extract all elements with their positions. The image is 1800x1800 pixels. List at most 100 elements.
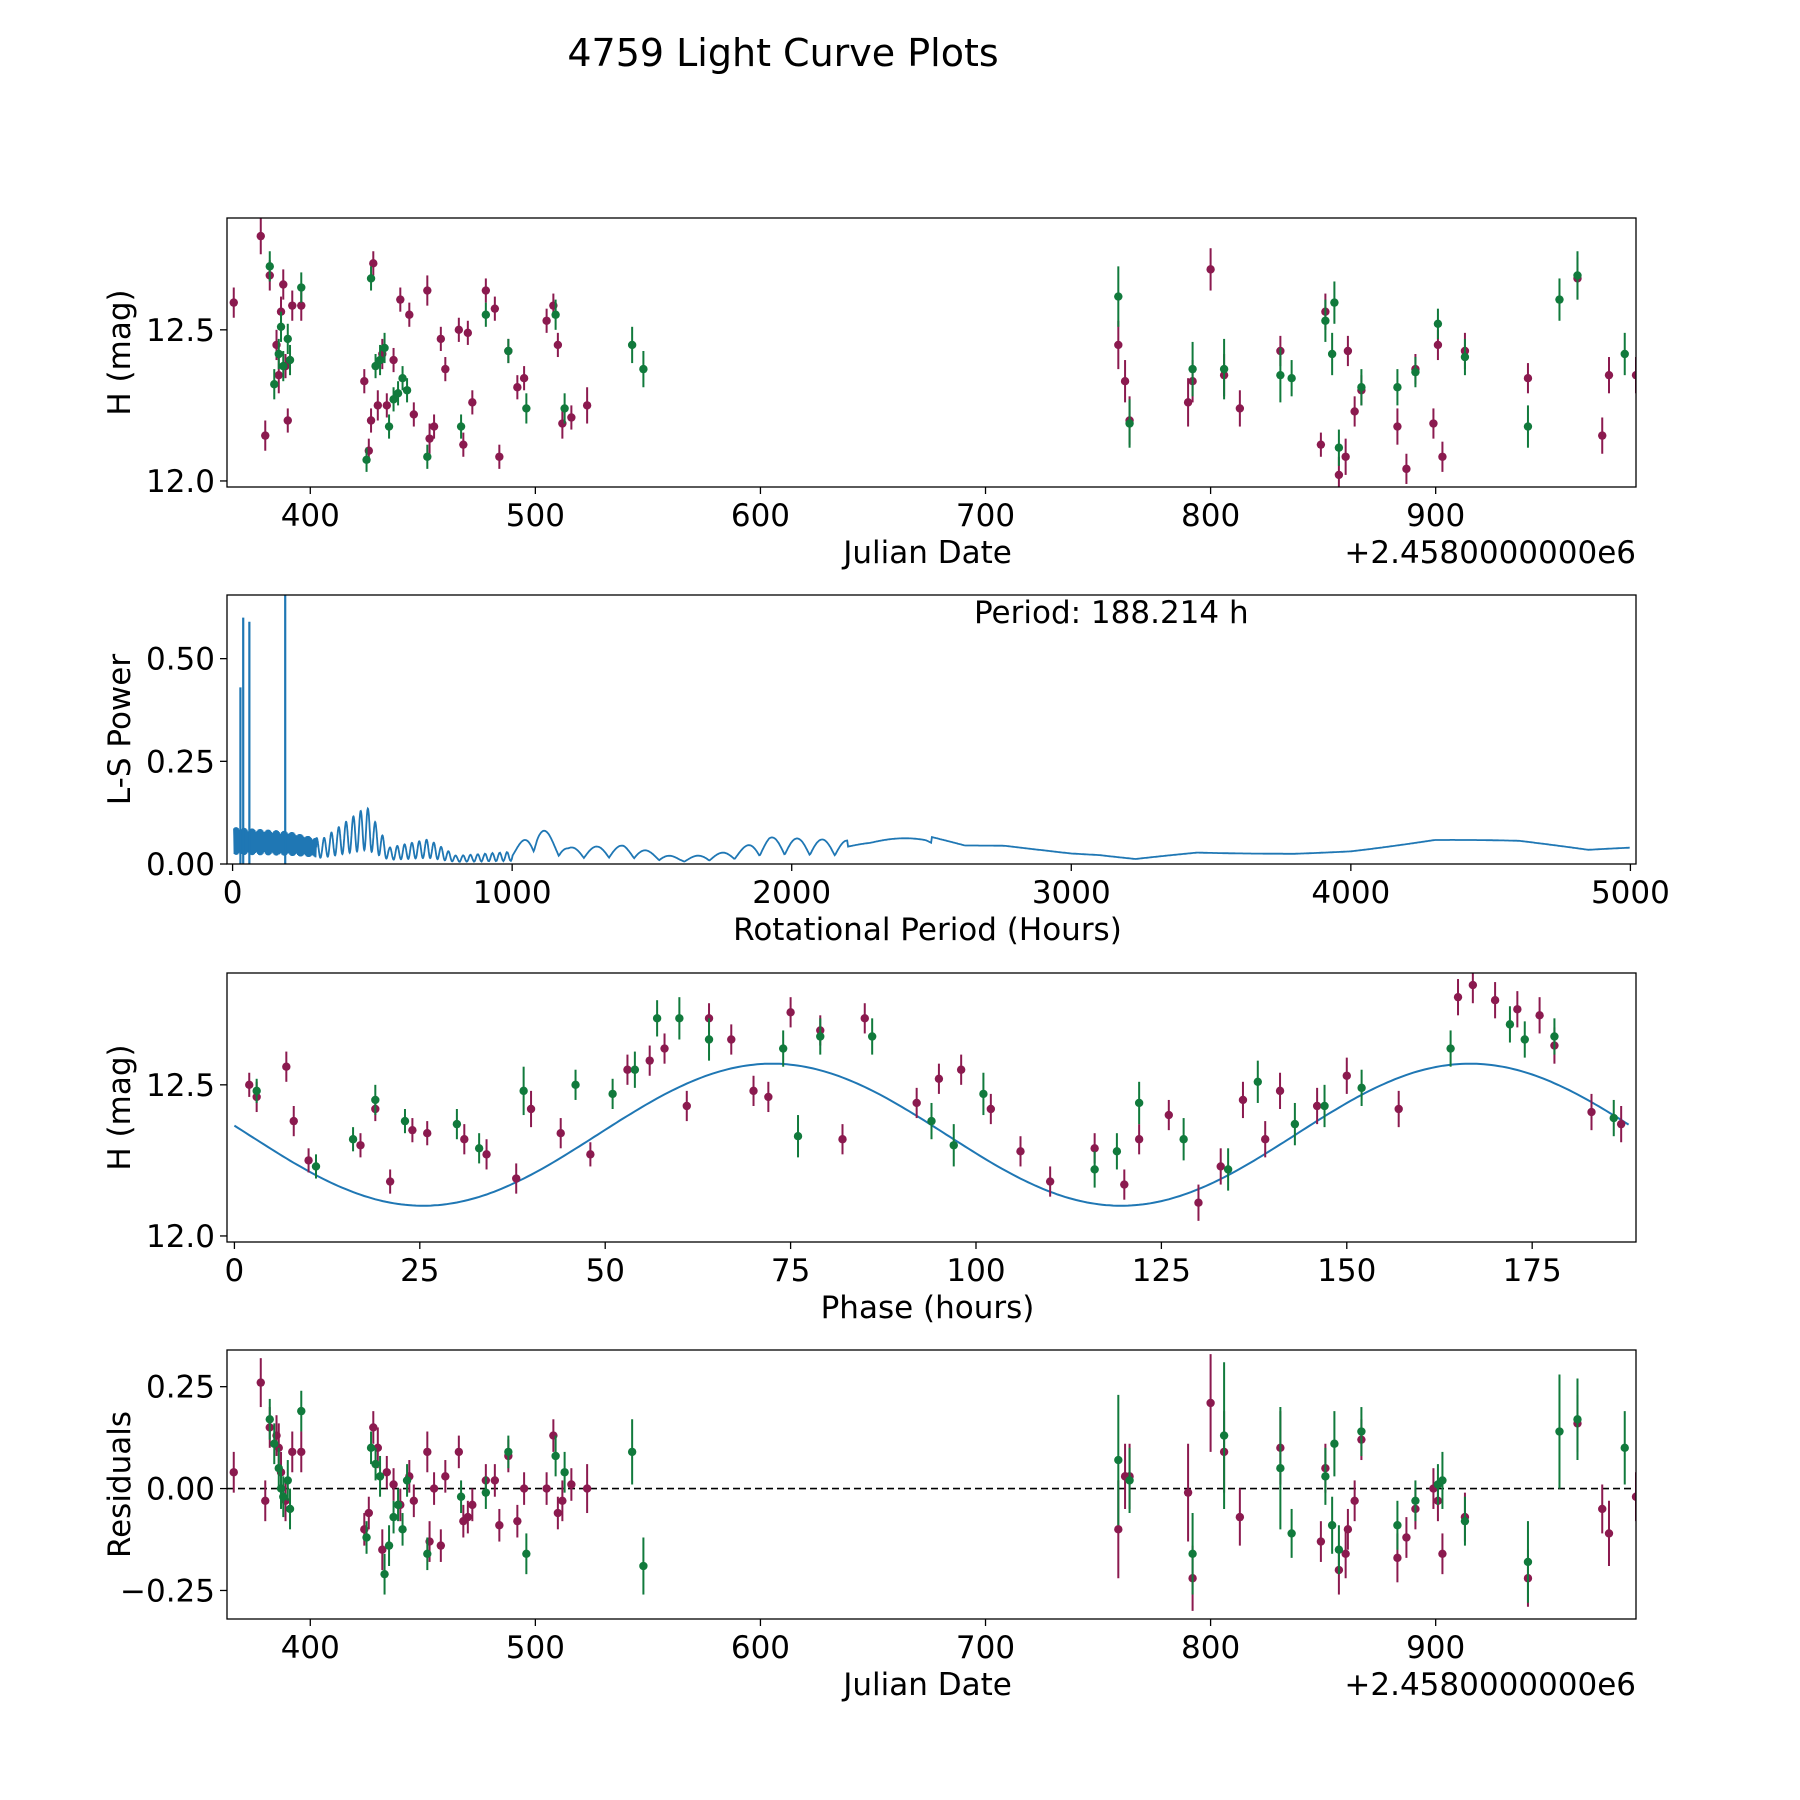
data-point <box>1393 383 1402 392</box>
data-point <box>384 422 394 431</box>
data-point <box>1112 1147 1122 1156</box>
data-point <box>279 1492 288 1501</box>
data-point <box>270 380 279 389</box>
data-point <box>1327 1521 1337 1530</box>
data-point <box>1320 1101 1329 1111</box>
y-tick-label: 0.00 <box>146 1472 215 1508</box>
phase-fold-panel: 0 25 50 75 100 125 150 175 12.0 12.5 Phase (hours… <box>102 972 1637 1326</box>
data-point <box>1330 1439 1339 1448</box>
data-point <box>1312 1101 1322 1111</box>
data-point <box>389 355 398 365</box>
data-point <box>1275 1086 1285 1096</box>
data-point <box>454 1447 464 1457</box>
data-point <box>1194 1198 1203 1207</box>
data-point <box>389 1512 398 1522</box>
data-point <box>1216 1162 1225 1171</box>
data-point <box>409 410 419 419</box>
data-point <box>456 422 466 431</box>
data-point <box>786 1008 795 1017</box>
data-point <box>1276 1463 1285 1473</box>
data-point <box>934 1074 944 1083</box>
residuals-axes-frame <box>226 1349 1637 1620</box>
data-point <box>1402 464 1411 474</box>
x-tick-label: 100 <box>946 1253 1005 1289</box>
data-point <box>285 355 295 365</box>
data-point <box>504 1447 513 1457</box>
data-point <box>586 1150 595 1159</box>
data-point <box>816 1032 825 1041</box>
periodogram-ylabel: L-S Power <box>102 654 138 805</box>
x-tick-label: 500 <box>506 498 565 534</box>
y-tick-label: 0.00 <box>146 847 215 883</box>
data-point <box>639 1561 648 1571</box>
data-point <box>279 361 288 371</box>
data-point <box>1490 996 1500 1005</box>
data-point <box>1134 1135 1144 1144</box>
data-point <box>1460 352 1470 362</box>
x-tick-label: 2000 <box>752 875 831 911</box>
data-point <box>1393 422 1402 431</box>
x-tick-label: 0 <box>225 1253 245 1289</box>
data-point <box>1114 340 1123 350</box>
data-point <box>608 1089 617 1099</box>
data-point <box>425 434 434 443</box>
data-point <box>1334 443 1344 452</box>
data-point <box>229 1468 238 1477</box>
data-point <box>362 1533 371 1542</box>
data-point <box>513 383 522 392</box>
data-point <box>558 1496 567 1506</box>
data-point <box>927 1116 936 1126</box>
x-tick-label: 900 <box>1406 1630 1465 1666</box>
data-point <box>1188 364 1197 374</box>
data-point <box>1316 1537 1326 1546</box>
data-point <box>1620 1443 1629 1453</box>
data-point <box>380 343 389 353</box>
data-point <box>1631 1492 1636 1501</box>
data-point <box>1598 1504 1607 1514</box>
x-tick-label: 600 <box>731 1630 790 1666</box>
residuals-ylabel: Residuals <box>102 1411 138 1558</box>
data-point <box>366 1443 376 1453</box>
data-point <box>1446 1044 1455 1053</box>
data-point <box>623 1065 632 1074</box>
data-point <box>297 1406 306 1416</box>
data-point <box>519 373 529 383</box>
light-curve-panel: 400 500 600 700 800 900 12.0 12.5 Julian Date H… <box>102 217 1637 571</box>
data-point <box>1016 1147 1025 1156</box>
light-curve-marks <box>229 218 1636 487</box>
light-curve-ylabel: H (mag) <box>102 289 138 415</box>
data-point <box>382 401 392 410</box>
data-point <box>522 1549 531 1558</box>
data-point <box>1290 1119 1300 1129</box>
data-point <box>279 280 288 289</box>
data-point <box>749 1086 758 1096</box>
data-point <box>582 1484 592 1493</box>
data-point <box>1219 1431 1229 1440</box>
light-curve-ticks: 400 500 600 700 800 900 12.0 12.5 <box>146 313 1465 534</box>
data-point <box>949 1141 958 1150</box>
data-point <box>1183 398 1193 407</box>
y-tick-label: 0.25 <box>146 744 215 780</box>
residuals-xlabel: Julian Date <box>841 1667 1012 1703</box>
data-point <box>297 1447 306 1457</box>
y-tick-label: 12.0 <box>146 1219 215 1255</box>
data-point <box>282 1062 291 1071</box>
data-point <box>429 1484 439 1493</box>
data-point <box>1090 1144 1099 1153</box>
y-tick-label: 0.50 <box>146 642 215 678</box>
data-point <box>1438 1549 1447 1558</box>
data-point <box>389 395 398 404</box>
data-point <box>519 1086 528 1096</box>
data-point <box>369 1423 378 1432</box>
data-point <box>1505 1020 1515 1029</box>
data-point <box>276 307 286 316</box>
data-point <box>979 1089 988 1099</box>
data-point <box>468 1500 477 1510</box>
data-point <box>512 1174 521 1183</box>
data-point <box>1342 1071 1351 1080</box>
data-point <box>256 1378 265 1387</box>
data-point <box>495 1521 504 1530</box>
data-point <box>1402 1533 1411 1542</box>
data-point <box>1438 1476 1447 1485</box>
data-point <box>1604 1529 1614 1538</box>
